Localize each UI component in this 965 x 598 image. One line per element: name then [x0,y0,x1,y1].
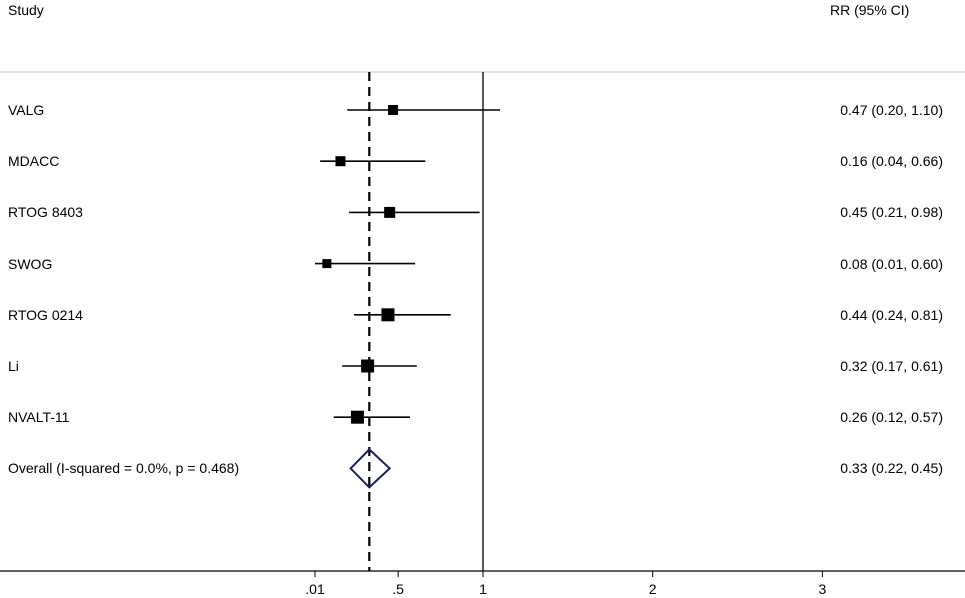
study-name: SWOG [8,255,53,272]
x-tick-label: 1 [479,581,487,597]
study-rr-ci: 0.45 (0.21, 0.98) [840,204,943,221]
study-name: RTOG 0214 [8,306,83,323]
study-rr-ci: 0.08 (0.01, 0.60) [840,255,943,272]
x-tick-label: 3 [818,581,827,597]
x-tick-label: 2 [648,581,657,597]
study-rr-ci: 0.47 (0.20, 1.10) [840,102,943,118]
rr-marker [322,259,332,269]
effect-column-header: RR (95% CI) [830,2,910,18]
rr-marker [381,308,395,322]
rr-marker [335,156,346,167]
study-rr-ci: 0.44 (0.24, 0.81) [840,306,943,323]
x-tick-label: .5 [392,581,404,597]
study-name: RTOG 8403 [8,204,83,221]
overall-diamond [349,448,392,489]
study-column-header: Study [8,2,44,18]
rr-marker [384,206,396,218]
study-name: VALG [8,102,45,118]
study-name: NVALT-11 [8,409,70,426]
study-rr-ci: 0.32 (0.17, 0.61) [840,358,943,374]
study-rr-ci: 0.26 (0.12, 0.57) [840,409,943,426]
x-tick-label: .01 [305,581,325,597]
rr-marker [388,105,399,115]
rr-marker [361,359,375,373]
overall-label: Overall (I-squared = 0.0%, p = 0.468) [8,460,240,477]
study-name: MDACC [8,153,60,170]
overall-rr-ci: 0.33 (0.22, 0.45) [840,460,943,477]
study-name: Li [8,358,19,374]
study-rr-ci: 0.16 (0.04, 0.66) [840,153,943,170]
rr-marker [350,410,364,424]
